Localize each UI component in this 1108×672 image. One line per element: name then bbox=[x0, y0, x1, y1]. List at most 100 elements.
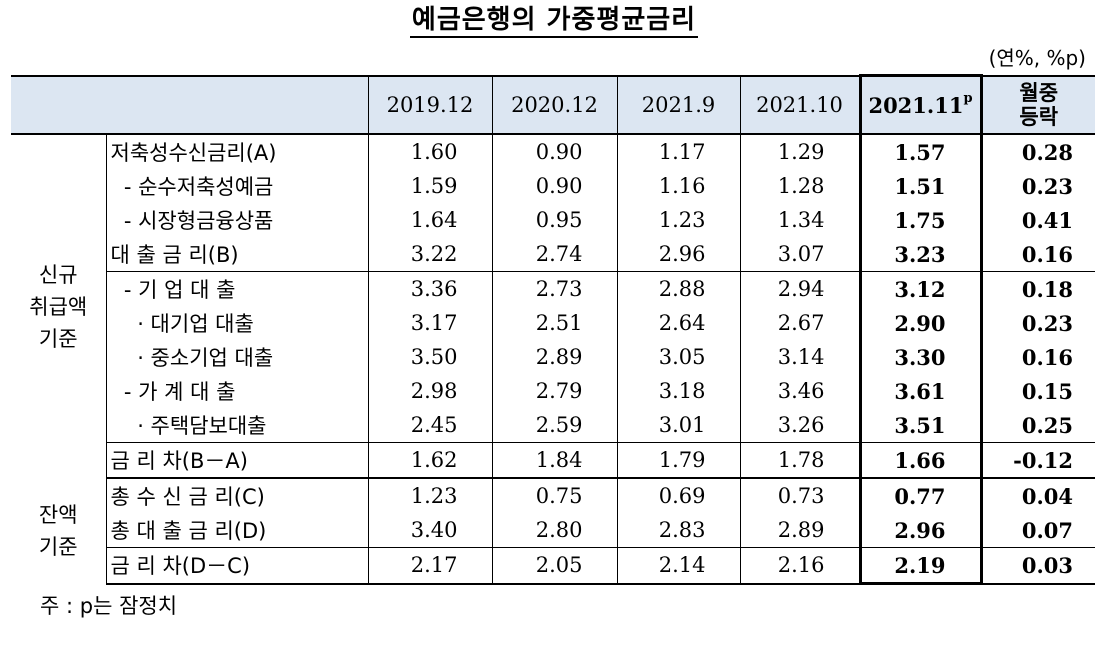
col-header-2021-10: 2021.10 bbox=[739, 74, 860, 135]
latest-rate-cell: 2.96 bbox=[858, 513, 983, 548]
latest-rate-cell: 2.90 bbox=[858, 306, 983, 340]
rate-cell: 2.88 bbox=[616, 271, 740, 306]
row-label: · 중소기업 대출 bbox=[105, 340, 368, 374]
table-row: - 기 업 대 출 3.36 2.73 2.88 2.94 3.12 0.18 bbox=[11, 271, 1095, 306]
rate-cell: 2.83 bbox=[616, 513, 740, 548]
row-label: - 가 계 대 출 bbox=[105, 374, 368, 408]
latest-rate-cell: 1.51 bbox=[858, 169, 983, 203]
table-row: - 가 계 대 출 2.98 2.79 3.18 3.46 3.61 0.15 bbox=[11, 374, 1095, 408]
table-row: 금 리 차(D－C) 2.17 2.05 2.14 2.16 2.19 0.03 bbox=[11, 547, 1095, 585]
rate-cell: 3.50 bbox=[367, 340, 492, 374]
rate-cell: 2.64 bbox=[616, 306, 740, 340]
rate-cell: 2.96 bbox=[616, 237, 740, 272]
rate-cell: 3.22 bbox=[367, 237, 492, 272]
rate-cell: 2.05 bbox=[491, 547, 617, 585]
latest-rate-cell: 3.12 bbox=[858, 271, 983, 306]
page-title: 예금은행의 가중평균금리 bbox=[0, 4, 1108, 38]
rate-cell: 3.36 bbox=[367, 271, 492, 306]
rate-cell: 3.17 bbox=[367, 306, 492, 340]
rate-cell: 0.75 bbox=[491, 478, 617, 513]
table-row: - 순수저축성예금 1.59 0.90 1.16 1.28 1.51 0.23 bbox=[11, 169, 1095, 203]
row-label: 대 출 금 리(B) bbox=[105, 237, 368, 272]
unit-label: (연%, %p) bbox=[988, 46, 1086, 70]
latest-rate-cell: 3.30 bbox=[858, 340, 983, 374]
col-header-monthly-change: 월중 등락 bbox=[981, 74, 1095, 135]
col-header-2020-12: 2020.12 bbox=[491, 74, 617, 135]
col-header-2021-9: 2021.9 bbox=[616, 74, 740, 135]
latest-rate-cell: 3.61 bbox=[858, 374, 983, 408]
rate-cell: 0.95 bbox=[491, 203, 617, 237]
rate-cell: 2.89 bbox=[491, 340, 617, 374]
monthly-change-cell: 0.16 bbox=[1021, 344, 1073, 370]
monthly-change-cell: 0.03 bbox=[981, 547, 1095, 585]
latest-rate-cell: 1.75 bbox=[858, 203, 983, 237]
row-label: 저축성수신금리(A) bbox=[105, 134, 368, 169]
interest-rate-table: 2019.12 2020.12 2021.9 2021.10 2021.11p … bbox=[11, 74, 1095, 585]
table-row: 신규 취급액 기준 저축성수신금리(A) 1.60 0.90 1.17 1.29 1.57 0.2… bbox=[11, 134, 1095, 478]
col-header-2021-11: 2021.11p bbox=[858, 74, 983, 135]
table-row: 금 리 차(B－A) 1.62 1.84 1.79 1.78 1.66 -0.12 bbox=[11, 442, 1095, 479]
rate-cell: 0.90 bbox=[491, 134, 617, 169]
table-row: 총 대 출 금 리(D) 3.40 2.80 2.83 2.89 2.96 0.07 bbox=[11, 513, 1095, 548]
monthly-change-cell: 0.16 bbox=[981, 237, 1095, 272]
rate-cell: 2.45 bbox=[367, 408, 492, 443]
group-outstanding-balance: 잔액 기준 bbox=[11, 478, 107, 584]
monthly-change-cell: 0.07 bbox=[981, 513, 1095, 548]
rate-cell: 2.17 bbox=[367, 547, 492, 585]
rate-cell: 1.17 bbox=[616, 134, 740, 169]
rate-cell: 3.07 bbox=[739, 237, 860, 272]
rate-cell: 1.23 bbox=[367, 478, 492, 513]
rate-cell: 2.14 bbox=[616, 547, 740, 585]
monthly-change-cell: 0.04 bbox=[1021, 483, 1073, 509]
rate-cell: 2.80 bbox=[491, 513, 617, 548]
table-row: 잔액 기준 총 수 신 금 리(C) 1.23 0.75 0.69 0.73 0.77 0.04 bbox=[11, 478, 1095, 584]
rate-cell: 2.79 bbox=[491, 374, 617, 408]
monthly-change-cell: 0.15 bbox=[1021, 378, 1073, 404]
latest-rate-cell: 0.77 bbox=[858, 478, 983, 513]
row-label: · 주택담보대출 bbox=[105, 408, 368, 443]
table-row: - 시장형금융상품 1.64 0.95 1.23 1.34 1.75 0.41 bbox=[11, 203, 1095, 237]
monthly-change-cell: 0.18 bbox=[1021, 276, 1073, 302]
rate-cell: 3.18 bbox=[616, 374, 740, 408]
header-row: 2019.12 2020.12 2021.9 2021.10 2021.11p … bbox=[11, 74, 1095, 135]
rate-cell: 1.16 bbox=[616, 169, 740, 203]
rate-cell: 3.40 bbox=[367, 513, 492, 548]
row-label: 금 리 차(D－C) bbox=[105, 547, 368, 585]
rate-cell: 1.34 bbox=[739, 203, 860, 237]
monthly-change-cell: 0.25 bbox=[981, 408, 1095, 443]
rate-cell: 1.64 bbox=[367, 203, 492, 237]
row-label: - 순수저축성예금 bbox=[105, 169, 368, 203]
rate-cell: 2.51 bbox=[491, 306, 617, 340]
rate-cell: 0.69 bbox=[616, 478, 740, 513]
latest-rate-cell: 3.51 bbox=[858, 408, 983, 443]
rate-cell: 3.46 bbox=[739, 374, 860, 408]
rate-cell: 3.14 bbox=[739, 340, 860, 374]
rate-cell: 2.94 bbox=[739, 271, 860, 306]
rate-cell: 1.23 bbox=[616, 203, 740, 237]
group-new-transactions: 신규 취급액 기준 bbox=[11, 134, 107, 478]
table-row: 대 출 금 리(B) 3.22 2.74 2.96 3.07 3.23 0.16 bbox=[11, 237, 1095, 272]
table-row: · 대기업 대출 3.17 2.51 2.64 2.67 2.90 0.23 bbox=[11, 306, 1095, 340]
rate-cell: 1.79 bbox=[616, 442, 740, 479]
row-label: - 시장형금융상품 bbox=[105, 203, 368, 237]
latest-rate-cell: 3.23 bbox=[858, 237, 983, 272]
row-label: 총 수 신 금 리(C) bbox=[105, 478, 368, 513]
rate-cell: 1.62 bbox=[367, 442, 492, 479]
footnote: 주 : p는 잠정치 bbox=[40, 594, 178, 618]
rate-cell: 3.01 bbox=[616, 408, 740, 443]
rate-cell: 2.73 bbox=[491, 271, 617, 306]
col-header-2019-12: 2019.12 bbox=[367, 74, 492, 135]
rate-cell: 2.74 bbox=[491, 237, 617, 272]
row-label: 총 대 출 금 리(D) bbox=[105, 513, 368, 548]
monthly-change-cell: 0.23 bbox=[1021, 173, 1073, 199]
rate-cell: 2.89 bbox=[739, 513, 860, 548]
rate-cell: 0.90 bbox=[491, 169, 617, 203]
rate-cell: 1.59 bbox=[367, 169, 492, 203]
monthly-change-cell: 0.23 bbox=[1021, 310, 1073, 336]
rate-cell: 0.73 bbox=[739, 478, 860, 513]
monthly-change-cell: -0.12 bbox=[981, 442, 1095, 479]
latest-rate-cell: 2.19 bbox=[858, 547, 983, 585]
header-blank bbox=[11, 74, 368, 135]
rate-cell: 1.60 bbox=[367, 134, 492, 169]
latest-rate-cell: 1.66 bbox=[858, 442, 983, 479]
